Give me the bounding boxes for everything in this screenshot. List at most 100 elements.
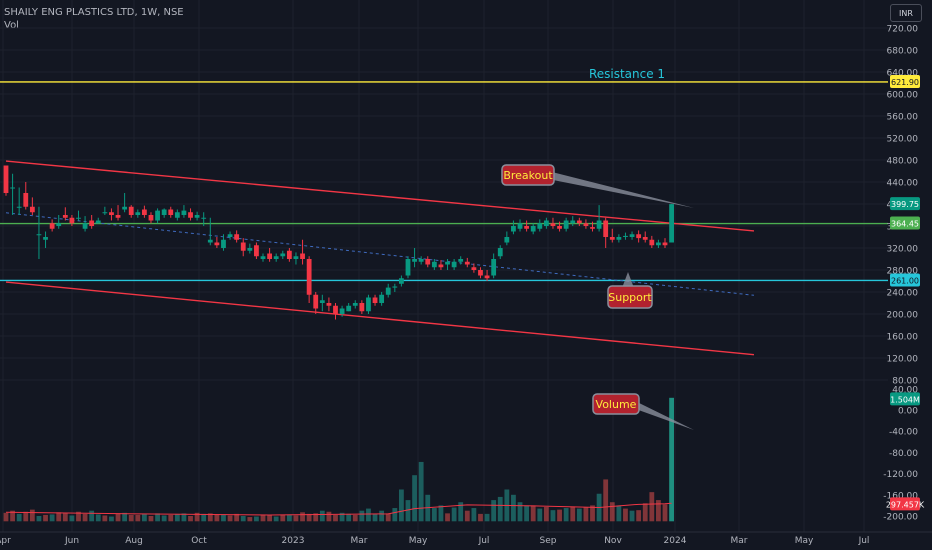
price-tick: 80.00 (892, 377, 918, 387)
volume-bar (148, 516, 154, 522)
badge-bg (890, 273, 920, 287)
candle (56, 215, 62, 229)
candle-body (168, 209, 174, 215)
candle (642, 231, 648, 243)
candle-body (286, 250, 292, 259)
candle (418, 256, 424, 265)
volume-moving-average (5, 502, 672, 516)
volume-bar (418, 461, 424, 522)
volume-tick: 40.00 (892, 385, 918, 395)
candle (511, 220, 516, 235)
candle (623, 232, 628, 240)
volume-bar (313, 513, 319, 522)
candle (352, 300, 358, 309)
volume-bar (372, 513, 378, 522)
volume-label: Vol (4, 20, 19, 31)
volume-bar (451, 507, 457, 522)
volume-bar (273, 516, 279, 522)
volume-bar (543, 506, 549, 522)
price-tick: 280.00 (887, 267, 919, 277)
volume-bar (497, 496, 503, 522)
candle-body (431, 261, 437, 268)
candle (82, 216, 88, 232)
candle (346, 303, 352, 312)
callout-pointer (622, 272, 634, 288)
candle (43, 231, 48, 248)
candle-body (267, 253, 272, 259)
badge-text: 261.00 (891, 276, 919, 285)
volume-bar (392, 508, 398, 522)
candle (609, 228, 615, 243)
candle (596, 205, 602, 232)
price-tick: 120.00 (887, 355, 919, 365)
candle-body (656, 242, 661, 246)
trendline (5, 160, 755, 232)
volume-bar (379, 510, 385, 522)
candle-body (491, 259, 497, 276)
candle-body (36, 234, 42, 236)
candle-body (247, 248, 253, 251)
candle (405, 256, 411, 279)
candle-body (517, 223, 523, 229)
candle (148, 212, 154, 224)
candle-body (451, 261, 457, 268)
candle (76, 210, 81, 221)
candle (240, 238, 246, 257)
volume-bar (550, 510, 556, 522)
badge-text: 399.75 (891, 200, 919, 209)
volume-bar (227, 515, 233, 522)
volume-bar (590, 505, 595, 522)
candle (306, 256, 312, 303)
volume-badge: 297.457K (886, 497, 925, 511)
volume-ma-line (5, 502, 672, 516)
volume-callout: Volume (592, 393, 694, 430)
volume-bar (656, 500, 661, 522)
candle-body (293, 256, 299, 259)
candle-body (372, 297, 378, 303)
volume-bar (122, 512, 128, 522)
candle-body (623, 235, 628, 237)
volume-tick: -120.00 (883, 470, 918, 480)
candle (629, 231, 635, 240)
volume-bar (352, 514, 358, 522)
badge-text: 297.457K (886, 500, 925, 509)
candle-body (570, 220, 576, 224)
volume-bar (511, 494, 516, 522)
candle (260, 253, 266, 262)
symbol-title: SHAILY ENG PLASTICS LTD, 1W, NSE (4, 7, 184, 18)
candle-body (10, 187, 15, 189)
candle (326, 297, 332, 312)
candle-body (603, 220, 609, 237)
candle (570, 216, 576, 226)
candle (333, 303, 338, 320)
candle (122, 193, 128, 213)
candle (669, 204, 674, 243)
candle (366, 294, 371, 314)
volume-bar (201, 513, 207, 522)
candle-body (524, 226, 530, 229)
candle (254, 242, 259, 259)
time-tick: 2023 (282, 536, 305, 546)
candle (431, 259, 437, 270)
candle (194, 211, 200, 221)
volume-bar (267, 515, 272, 522)
volume-bar (260, 514, 266, 522)
candle-body (464, 261, 470, 265)
volume-bar (445, 513, 450, 522)
time-tick: May (409, 536, 428, 546)
candle (293, 252, 299, 265)
volume-bar (557, 509, 562, 522)
time-tick: Mar (731, 536, 748, 546)
currency-button[interactable]: INR (890, 4, 922, 22)
candle (497, 245, 503, 259)
candle (161, 208, 167, 218)
candle-body (141, 209, 147, 215)
candle-body (636, 234, 642, 239)
candle (319, 294, 325, 312)
candle (23, 182, 29, 210)
volume-bar (385, 513, 391, 522)
candle (95, 217, 101, 224)
support-callout: Support (607, 272, 653, 309)
candle-body (346, 305, 352, 312)
